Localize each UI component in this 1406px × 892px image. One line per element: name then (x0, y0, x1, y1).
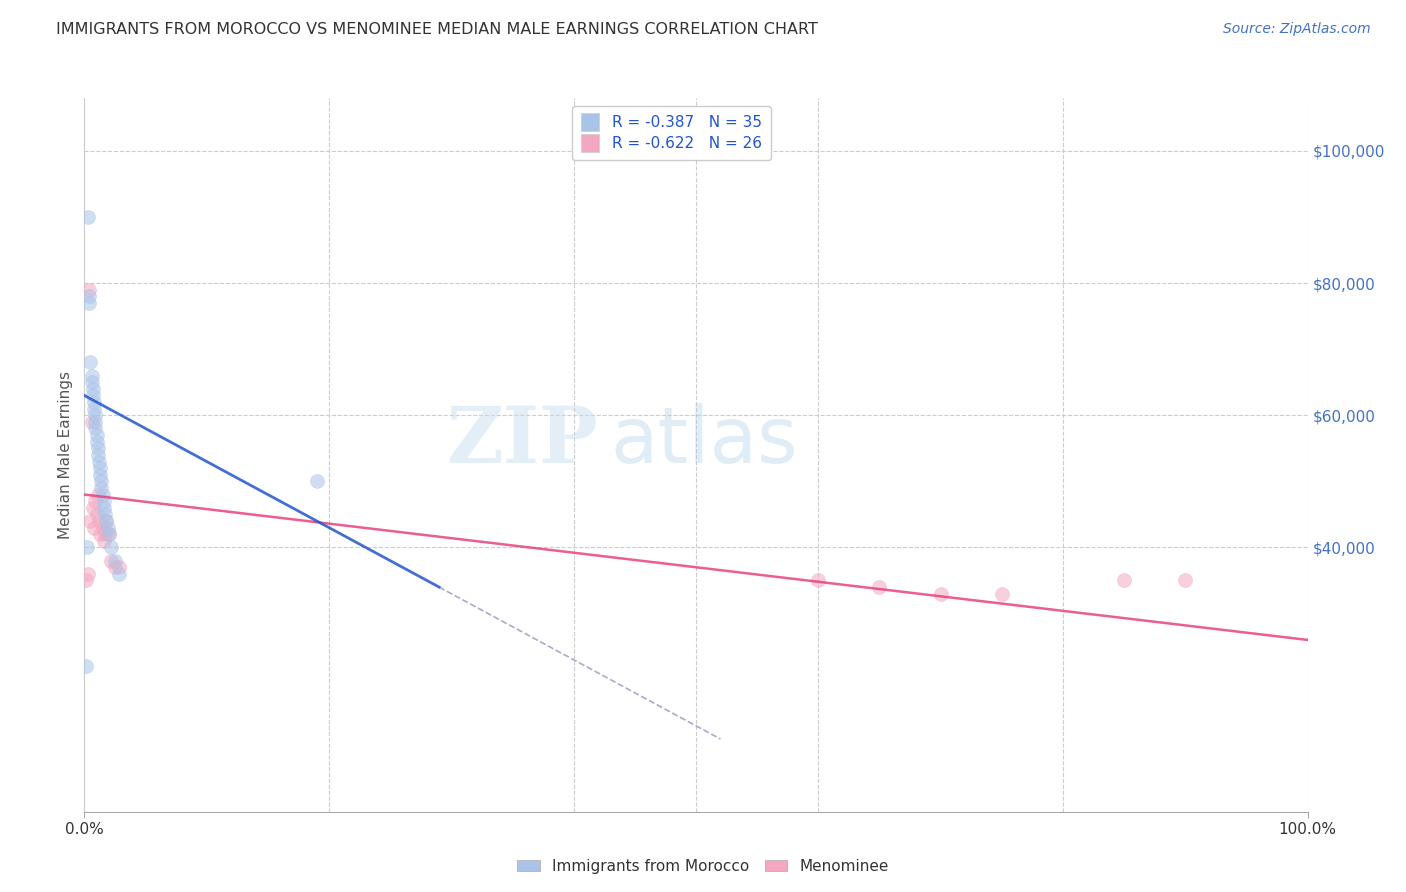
Point (76, 541, 98, 555)
Point (91, 487, 114, 501)
Point (84, 421, 107, 435)
Point (77, 289, 100, 303)
Point (80, 376, 103, 390)
Point (77, 566, 100, 581)
Point (79, 355, 101, 369)
Point (84, 415, 107, 429)
Point (87, 487, 110, 501)
Point (94, 527, 117, 541)
Point (83, 401, 105, 416)
Point (75, 659, 97, 673)
Point (83, 395, 105, 409)
Text: ZIP: ZIP (447, 402, 598, 479)
Point (107, 566, 129, 581)
Point (97, 520, 120, 534)
Point (104, 554, 127, 568)
Point (89, 467, 111, 482)
Point (96, 514, 118, 528)
Point (107, 560, 129, 574)
Point (93, 533, 115, 548)
Point (82, 500, 104, 515)
Point (83, 520, 105, 534)
Point (93, 494, 115, 508)
Point (89, 527, 111, 541)
Point (869, 580, 891, 594)
Point (97, 527, 120, 541)
Point (1114, 574, 1136, 588)
Text: atlas: atlas (610, 402, 797, 479)
Point (80, 368, 103, 383)
Y-axis label: Median Male Earnings: Median Male Earnings (58, 371, 73, 539)
Point (87, 448, 110, 462)
Point (90, 475, 112, 489)
Point (89, 461, 111, 475)
Point (1174, 574, 1197, 588)
Legend: R = -0.387   N = 35, R = -0.622   N = 26: R = -0.387 N = 35, R = -0.622 N = 26 (572, 106, 770, 161)
Point (86, 434, 108, 449)
Point (96, 514, 118, 528)
Point (86, 428, 108, 442)
Point (77, 296, 100, 310)
Point (84, 409, 107, 423)
Point (100, 554, 122, 568)
Point (77, 210, 100, 224)
Point (929, 587, 952, 601)
Point (84, 494, 107, 508)
Point (87, 514, 110, 528)
Point (75, 574, 97, 588)
Point (79, 514, 101, 528)
Text: IMMIGRANTS FROM MOROCCO VS MENOMINEE MEDIAN MALE EARNINGS CORRELATION CHART: IMMIGRANTS FROM MOROCCO VS MENOMINEE MED… (56, 22, 818, 37)
Point (91, 520, 114, 534)
Legend: Immigrants from Morocco, Menominee: Immigrants from Morocco, Menominee (510, 853, 896, 880)
Point (94, 508, 117, 522)
Point (100, 541, 122, 555)
Point (104, 560, 127, 574)
Point (86, 508, 108, 522)
Point (82, 388, 104, 402)
Point (77, 283, 100, 297)
Point (82, 382, 104, 396)
Point (305, 475, 328, 489)
Point (87, 442, 110, 456)
Text: Source: ZipAtlas.com: Source: ZipAtlas.com (1223, 22, 1371, 37)
Point (807, 574, 830, 588)
Point (97, 527, 120, 541)
Point (991, 587, 1014, 601)
Point (80, 415, 103, 429)
Point (93, 500, 115, 515)
Point (90, 481, 112, 495)
Point (87, 454, 110, 468)
